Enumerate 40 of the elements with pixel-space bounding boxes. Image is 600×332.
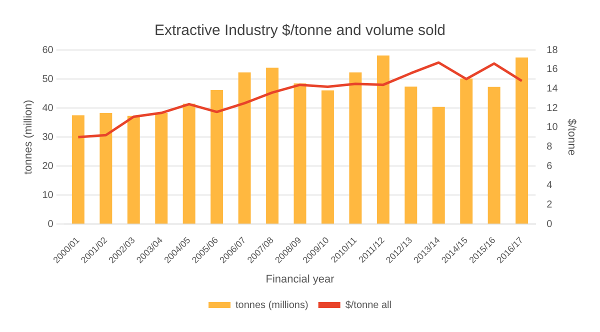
bar (516, 58, 528, 224)
y2-tick-label: 6 (546, 160, 553, 172)
y2-tick-label: 12 (546, 102, 558, 114)
bar (266, 68, 279, 224)
y2-tick-label: 8 (546, 142, 553, 153)
bar (488, 86, 500, 224)
y-tick-label: 50 (42, 74, 54, 85)
y2-axis-title: $/tonne (565, 118, 578, 156)
y2-tick-label: 10 (546, 122, 558, 134)
bar (294, 83, 306, 224)
y2-tick-label: 16 (546, 64, 558, 76)
bar (127, 116, 140, 224)
bar (210, 90, 224, 224)
y-tick-label: 20 (42, 160, 54, 172)
bar (321, 90, 334, 224)
bar (432, 106, 445, 224)
y2-tick-label: 4 (546, 180, 553, 192)
y-tick-label: 10 (42, 190, 54, 201)
bar (155, 112, 168, 224)
bar (404, 86, 418, 224)
y2-tick-label: 2 (546, 200, 553, 211)
x-axis-title: Financial year (266, 273, 335, 286)
legend-label: tonnes (millions) (236, 300, 308, 311)
bar (182, 104, 196, 224)
y-axis-title: tonnes (million) (22, 100, 35, 174)
y2-tick-label: 0 (546, 218, 553, 230)
bar (100, 112, 112, 224)
legend-label: $/tonne all (345, 300, 392, 311)
y-tick-label: 0 (48, 218, 54, 230)
y-tick-label: 60 (42, 44, 54, 56)
y-tick-label: 40 (42, 102, 54, 114)
bar (238, 72, 251, 224)
y-tick-label: 30 (42, 132, 54, 143)
bar (376, 56, 390, 224)
chart-title: Extractive Industry $/tonne and volume sold (154, 22, 446, 40)
bar (72, 115, 84, 224)
bar (349, 72, 362, 224)
y2-tick-label: 18 (546, 44, 558, 56)
y2-tick-label: 14 (546, 83, 558, 94)
bar (460, 78, 473, 224)
